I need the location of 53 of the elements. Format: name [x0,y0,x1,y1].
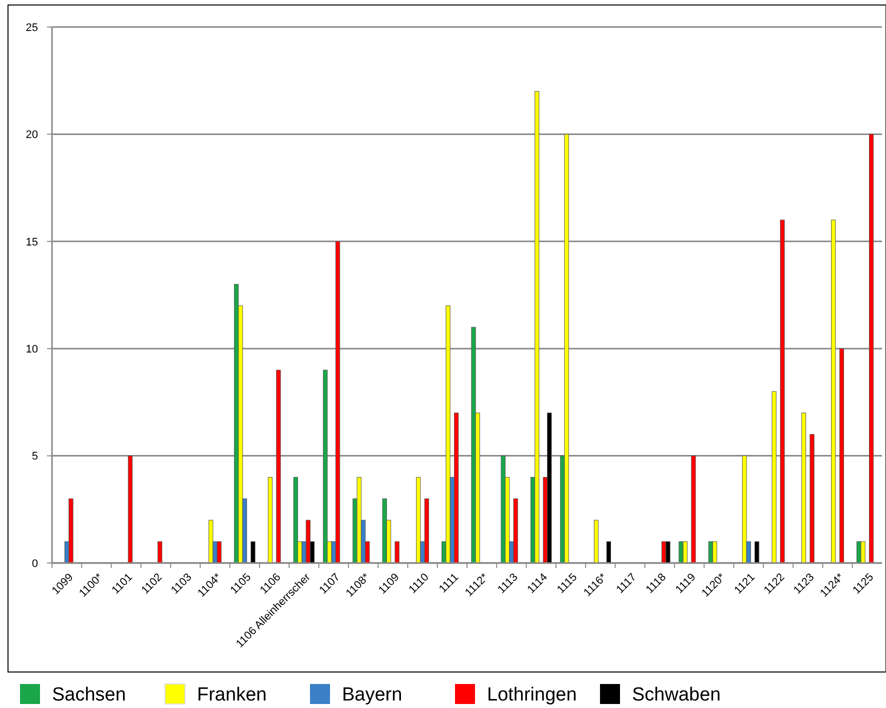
bar [742,456,747,564]
bar [831,220,836,564]
bar [513,498,518,564]
bar [128,456,133,564]
bar [68,498,74,564]
bar [678,541,684,564]
bar [276,370,281,564]
bar [666,541,670,564]
bar [454,412,459,564]
bar [801,412,806,564]
bar [810,434,814,564]
legend-label: Sachsen [52,684,126,706]
legend-label: Bayern [342,684,402,706]
bar [712,541,718,564]
x-tick-label: 1111 [436,571,462,596]
legend-label: Lothringen [487,684,577,706]
bar [268,476,272,564]
bar [754,541,760,564]
bar [208,520,214,564]
bar [839,348,844,564]
legend-label: Franken [197,684,267,706]
bar [216,541,222,564]
y-tick-label: 15 [26,236,38,248]
bar [416,476,421,564]
bar [564,134,569,564]
bar [250,541,256,564]
bar [356,476,362,564]
bar [446,305,450,564]
bar [780,220,785,564]
bar [594,520,599,564]
bar [860,541,866,564]
y-tick-label: 0 [32,558,38,570]
bar [869,134,874,564]
bar [682,541,688,564]
bar [335,241,340,564]
bar [534,91,540,564]
bar [382,498,387,564]
legend-label: Schwaben [632,684,721,706]
bar [772,391,776,564]
bar [606,541,612,564]
bar [394,541,400,564]
bar [158,541,162,564]
bar [293,476,298,564]
bar [547,412,552,564]
bar [424,498,430,564]
y-tick-label: 10 [26,343,38,356]
bar [322,370,328,564]
bar [471,326,476,564]
y-tick-label: 20 [26,129,38,142]
bar [306,520,310,564]
y-tick-label: 25 [26,22,38,34]
y-tick-label: 5 [32,450,38,463]
bar [691,456,696,564]
